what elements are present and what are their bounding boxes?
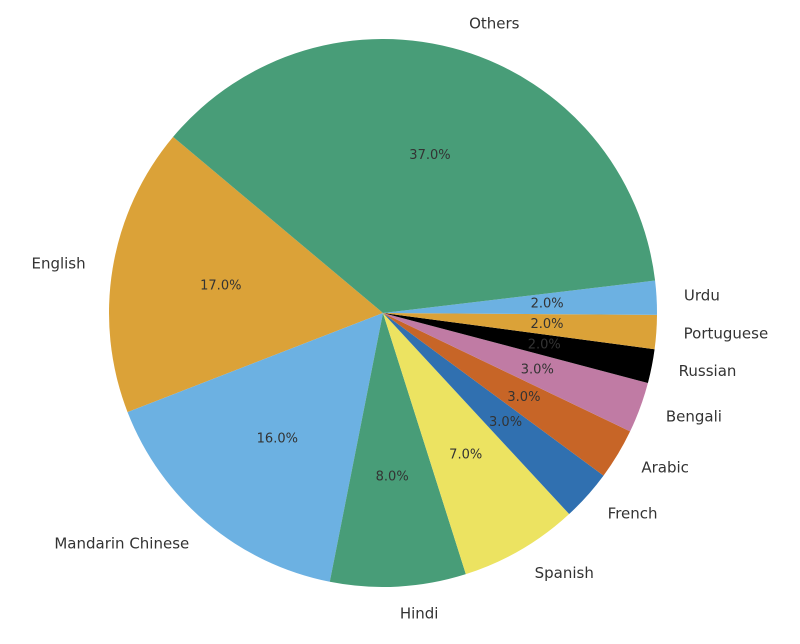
slice-percent: 2.0% xyxy=(528,337,561,352)
slice-percent: 16.0% xyxy=(257,431,298,446)
slice-percent: 7.0% xyxy=(449,448,482,463)
slice-label: French xyxy=(608,504,658,522)
pie-slice xyxy=(127,313,384,582)
slice-label: Russian xyxy=(679,362,737,380)
slice-percent: 3.0% xyxy=(489,415,522,430)
slice-label: Others xyxy=(469,15,520,33)
slice-percent: 2.0% xyxy=(531,296,564,311)
slice-label: English xyxy=(31,254,85,272)
pie-slice xyxy=(383,313,570,575)
slice-label: Hindi xyxy=(400,604,439,622)
slice-percent: 2.0% xyxy=(530,317,563,332)
slice-label: Arabic xyxy=(641,459,689,477)
slice-percent: 37.0% xyxy=(409,148,450,163)
pie-slice xyxy=(383,313,648,432)
slice-label: Spanish xyxy=(535,564,594,582)
pie-slice xyxy=(383,313,631,476)
pie-slice xyxy=(173,39,656,314)
slice-label: Portuguese xyxy=(684,325,769,343)
pie-slice xyxy=(383,313,655,383)
pie-slice xyxy=(383,313,657,350)
slice-percent: 8.0% xyxy=(376,470,409,485)
slice-percent: 3.0% xyxy=(521,362,554,377)
pie-slice xyxy=(383,313,604,515)
pie-slice xyxy=(108,136,383,413)
slice-label: Bengali xyxy=(666,408,722,426)
pie-slice xyxy=(329,313,466,588)
slice-percent: 17.0% xyxy=(200,279,241,294)
pie-slice xyxy=(383,280,657,315)
slice-percent: 3.0% xyxy=(507,390,540,405)
slice-label: Urdu xyxy=(684,287,720,305)
slice-label: Mandarin Chinese xyxy=(54,534,189,552)
